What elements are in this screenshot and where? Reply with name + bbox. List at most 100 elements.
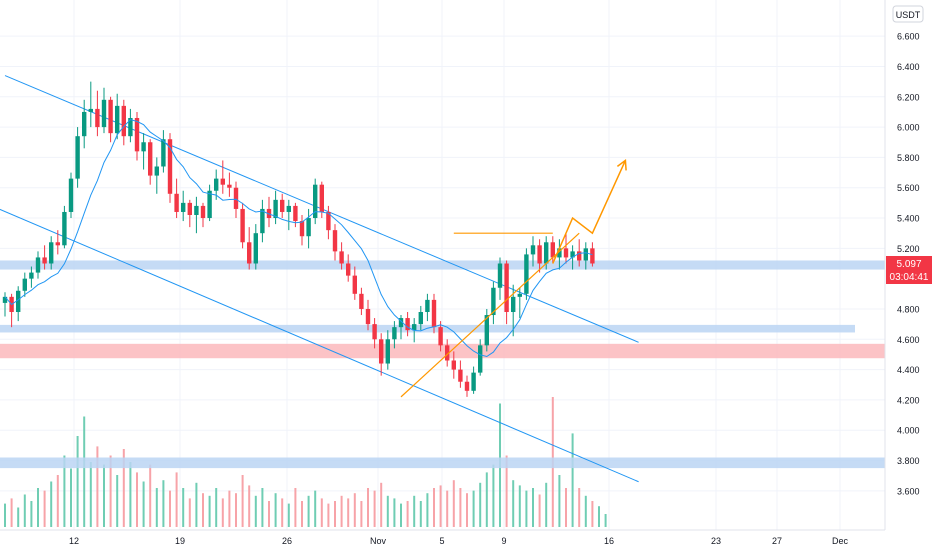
last-price-tag [886, 256, 932, 284]
price-axis-ticks: 6.600 6.400 6.200 6.000 5.800 5.600 5.400 5.200… [897, 32, 920, 497]
time-tick-label: 26 [282, 536, 292, 546]
volume-bar [393, 498, 396, 527]
volume-bar [320, 498, 323, 527]
time-tick-label: 9 [501, 536, 506, 546]
candle-body [544, 242, 549, 264]
volume-bar [518, 485, 521, 527]
price-tick-label: 4.800 [897, 304, 920, 314]
candle-body [29, 272, 34, 279]
volume-bar [149, 464, 152, 527]
candle-body [313, 184, 318, 219]
price-tick-label: 5.400 [897, 214, 920, 224]
candle-body [346, 263, 351, 276]
price-tick-label: 3.800 [897, 456, 920, 466]
candle-body [280, 199, 285, 212]
volume-bar [604, 514, 607, 527]
volume-bar [122, 449, 125, 527]
candle-body [286, 205, 291, 212]
price-tick-label: 4.200 [897, 395, 920, 405]
candle-body [412, 324, 417, 331]
volume-bar [221, 498, 224, 527]
price-tick-label: 5.200 [897, 244, 920, 254]
candle-body [570, 251, 575, 258]
channel-line [0, 208, 639, 483]
candlesticks [2, 81, 595, 397]
volume-bars [4, 397, 607, 527]
volume-bar [30, 501, 33, 527]
candle-body [16, 290, 21, 312]
volume-bar [419, 501, 422, 527]
volume-bar [76, 436, 79, 527]
candle-body [293, 205, 298, 222]
candle-body [101, 99, 107, 128]
candle-body [524, 254, 529, 294]
candle-body [365, 308, 371, 325]
candle-body [497, 263, 503, 288]
price-tick-label: 6.000 [897, 123, 920, 133]
volume-bar [10, 498, 13, 527]
volume-bar [142, 481, 145, 527]
descending-channel [0, 75, 639, 483]
volume-bar [228, 490, 231, 527]
candle-body [214, 178, 219, 191]
volume-bar [591, 501, 594, 527]
candle-body [253, 233, 258, 264]
support-zone [0, 260, 885, 270]
candle-body [379, 339, 384, 364]
volume-bar [268, 501, 270, 527]
volume-bar [439, 485, 442, 527]
volume-bar [43, 490, 46, 527]
ma-line [4, 119, 593, 358]
volume-bar [598, 506, 600, 527]
candle-body [431, 299, 437, 328]
candle-body [517, 293, 522, 297]
candle-body [504, 263, 509, 312]
candle-body [227, 184, 232, 188]
volume-bar [485, 472, 488, 527]
volume-bar [367, 488, 369, 527]
volume-bar [426, 493, 429, 527]
volume-bar [96, 446, 99, 527]
volume-bar [182, 488, 185, 527]
candle-body [68, 178, 74, 212]
candle-body [425, 299, 430, 312]
candle-body [339, 251, 344, 264]
volume-bar [446, 490, 449, 527]
candle-body [35, 257, 41, 273]
last-price-value: 5.097 [896, 259, 921, 270]
volume-bar [129, 462, 132, 527]
volume-bar [532, 488, 534, 527]
volume-bar [452, 480, 455, 527]
volume-bar [175, 472, 178, 527]
volume-bar [208, 495, 211, 527]
candle-body [392, 327, 397, 340]
candle-body [537, 245, 542, 264]
candle-body [471, 372, 476, 391]
candle-body [82, 111, 87, 137]
candle-body [148, 142, 153, 176]
volume-bar [195, 482, 198, 527]
volume-bar [83, 416, 86, 527]
currency-badge[interactable] [892, 5, 924, 23]
volume-bar [314, 490, 317, 527]
volume-bar [353, 493, 356, 527]
candle-body [326, 211, 331, 231]
volume-bar [327, 503, 330, 527]
candle-body [194, 205, 199, 215]
candle-body [583, 248, 588, 261]
candle-body [167, 139, 173, 194]
volume-bar [584, 495, 587, 527]
candle-body [385, 339, 390, 364]
candle-body [530, 245, 536, 255]
candle-body [273, 199, 278, 219]
volume-bar [571, 433, 574, 527]
volume-bar [386, 495, 389, 527]
candle-body [134, 118, 140, 152]
volume-bar [241, 475, 244, 527]
candle-body [438, 327, 443, 346]
candle-body [115, 105, 120, 134]
volume-bar [334, 501, 336, 527]
candle-body [445, 345, 450, 361]
volume-bar [261, 488, 264, 527]
